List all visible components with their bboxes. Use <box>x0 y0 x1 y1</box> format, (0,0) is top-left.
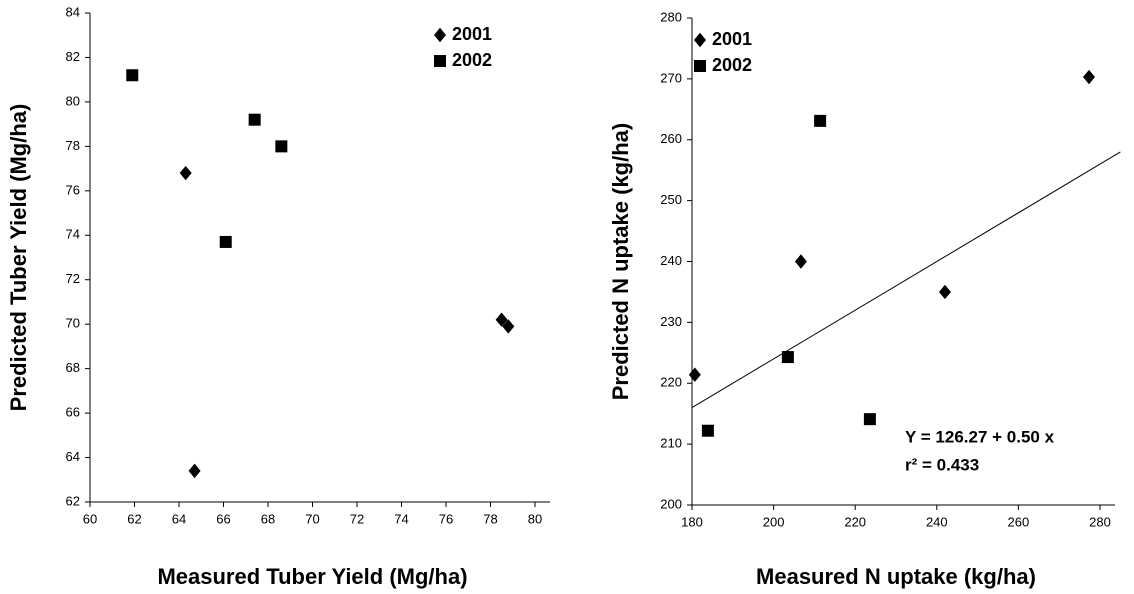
y-tick-label: 82 <box>66 49 80 64</box>
x-tick-label: 74 <box>394 511 408 526</box>
x-tick-label: 80 <box>528 511 542 526</box>
point <box>1082 69 1095 85</box>
x-tick-label: 280 <box>1089 514 1111 529</box>
x-tick-label: 76 <box>439 511 453 526</box>
point <box>863 413 876 426</box>
fit-line <box>691 151 1121 409</box>
legend-label: 2002 <box>712 55 752 75</box>
x-tick-label: 60 <box>83 511 97 526</box>
y-tick-label: 250 <box>660 192 682 207</box>
point <box>938 284 951 300</box>
y-tick-label: 72 <box>66 271 80 286</box>
y-tick-label: 200 <box>660 496 682 511</box>
point <box>794 254 807 269</box>
point <box>126 69 139 82</box>
x-tick-label: 64 <box>172 511 186 526</box>
x-tick-label: 70 <box>305 511 319 526</box>
y-tick-label: 84 <box>66 4 80 19</box>
x-tick-label: 200 <box>763 514 785 529</box>
y-tick-label: 78 <box>66 138 80 153</box>
legend-marker <box>694 60 706 72</box>
x-tick-label: 260 <box>1008 514 1030 529</box>
y-tick-label: 220 <box>660 375 682 390</box>
annotation: r² = 0.433 <box>905 455 979 474</box>
legend-marker <box>694 32 706 48</box>
y-tick-label: 280 <box>660 9 682 24</box>
y-tick-label: 70 <box>66 316 80 331</box>
y-tick-label: 74 <box>66 227 80 242</box>
y-tick-label: 240 <box>660 253 682 268</box>
legend-label: 2002 <box>452 50 492 70</box>
legend-marker <box>434 27 446 43</box>
x-tick-label: 240 <box>926 514 948 529</box>
x-tick-label: 68 <box>261 511 275 526</box>
y-tick-label: 68 <box>66 360 80 375</box>
x-tick-label: 78 <box>483 511 497 526</box>
x-tick-label: 72 <box>350 511 364 526</box>
y-tick-label: 66 <box>66 405 80 420</box>
point <box>179 165 192 181</box>
x-axis-title: Measured Tuber Yield (Mg/ha) <box>157 564 467 589</box>
legend-label: 2001 <box>452 24 492 44</box>
y-axis-title: Predicted Tuber Yield (Mg/ha) <box>6 104 31 412</box>
point <box>502 319 515 334</box>
y-axis-title: Predicted N uptake (kg/ha) <box>608 123 633 401</box>
point <box>248 113 261 126</box>
y-tick-label: 76 <box>66 182 80 197</box>
y-tick-label: 210 <box>660 436 682 451</box>
x-tick-label: 62 <box>127 511 141 526</box>
point <box>275 140 288 153</box>
y-tick-label: 270 <box>660 70 682 85</box>
legend-label: 2001 <box>712 29 752 49</box>
point <box>688 367 701 382</box>
point <box>814 114 827 127</box>
annotation: Y = 126.27 + 0.50 x <box>905 427 1055 446</box>
point <box>219 235 232 248</box>
y-tick-label: 230 <box>660 314 682 329</box>
point <box>188 463 201 479</box>
y-tick-label: 260 <box>660 131 682 146</box>
y-tick-label: 64 <box>66 449 80 464</box>
point <box>781 351 794 364</box>
point <box>495 312 508 327</box>
y-tick-label: 62 <box>66 493 80 508</box>
point <box>701 424 714 437</box>
x-tick-label: 66 <box>216 511 230 526</box>
legend-marker <box>434 55 446 67</box>
x-axis-title: Measured N uptake (kg/ha) <box>756 564 1036 589</box>
x-tick-label: 180 <box>681 514 703 529</box>
x-tick-label: 220 <box>844 514 866 529</box>
y-tick-label: 80 <box>66 93 80 108</box>
